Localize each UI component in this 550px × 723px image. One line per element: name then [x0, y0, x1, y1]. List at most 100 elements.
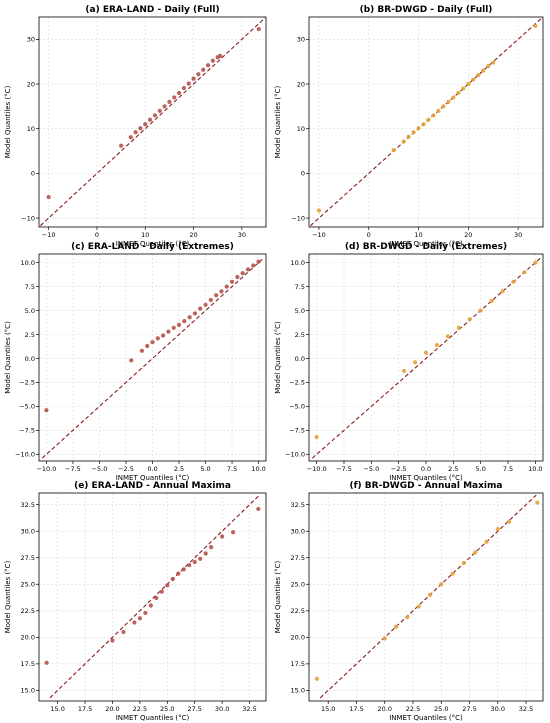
data-point — [471, 77, 476, 82]
data-point — [172, 95, 177, 100]
x-tick-label: 0 — [95, 231, 99, 239]
x-tick-label: 10.0 — [528, 465, 542, 473]
data-point — [491, 60, 496, 65]
y-tick-label: −7.5 — [19, 427, 35, 435]
data-point — [203, 302, 208, 307]
data-point — [192, 311, 198, 316]
x-tick-label: 5.0 — [200, 465, 210, 473]
data-point — [145, 343, 150, 349]
y-tick-label: 20.0 — [291, 634, 305, 642]
data-point — [201, 67, 206, 72]
x-tick-label: −2.5 — [118, 465, 134, 473]
data-point — [181, 85, 186, 91]
data-point — [466, 81, 471, 87]
data-point — [511, 279, 516, 284]
y-tick-label: −2.5 — [19, 379, 35, 387]
data-point — [208, 297, 213, 303]
data-point — [478, 308, 483, 313]
x-tick-label: 0 — [367, 231, 371, 239]
y-tick-label: 0.0 — [295, 355, 305, 363]
x-tick-label: 20.0 — [105, 705, 119, 713]
data-point — [152, 113, 158, 118]
reference-line — [49, 494, 260, 699]
data-point — [489, 298, 494, 304]
x-tick-label: 22.5 — [406, 705, 420, 713]
y-tick-label: 32.5 — [21, 501, 35, 509]
x-tick-label: 2.5 — [448, 465, 458, 473]
data-point — [182, 318, 187, 324]
data-point — [256, 259, 261, 264]
data-point — [467, 317, 472, 322]
y-tick-label: −10 — [291, 214, 305, 222]
data-point — [119, 143, 124, 148]
x-tick-label: 15.0 — [50, 705, 64, 713]
data-point — [446, 99, 451, 104]
y-tick-label: 0.0 — [25, 355, 35, 363]
chart-panel-5: 15.0 17.5 20.0 22.5 25.0 27.5 30.0 32.5 15.0 17.5… — [4, 481, 267, 722]
x-tick-label: 0.0 — [421, 465, 431, 473]
y-tick-label: 22.5 — [21, 607, 35, 615]
data-point — [473, 550, 478, 555]
x-tick-label: −5.0 — [92, 465, 108, 473]
y-tick-label: −10 — [21, 214, 35, 222]
data-point — [411, 130, 416, 135]
data-point — [476, 72, 481, 78]
data-point — [165, 583, 170, 588]
y-axis-label: Model Quantiles (°C) — [4, 321, 12, 394]
panel-title: (b) BR-DWGD - Daily (Full) — [360, 5, 493, 15]
y-tick-label: −10.0 — [285, 451, 305, 459]
data-point — [170, 576, 175, 582]
y-tick-label: 27.5 — [21, 554, 35, 562]
y-axis-label: Model Quantiles (°C) — [274, 321, 282, 394]
data-point — [456, 325, 461, 330]
data-point — [500, 289, 505, 294]
data-point — [421, 122, 426, 127]
data-point — [176, 90, 182, 96]
data-point — [391, 148, 396, 153]
y-tick-label: 10 — [297, 125, 305, 133]
y-tick-label: 30 — [27, 36, 35, 44]
data-point — [128, 135, 133, 140]
data-point — [139, 348, 144, 353]
data-point — [176, 322, 182, 328]
reference-line — [41, 257, 265, 459]
chart-panel-4: −10.0 −7.5 −5.0 −2.5 0.0 2.5 5.0 7.5 10.0 −10.0 −7… — [274, 242, 544, 482]
data-point — [133, 130, 138, 135]
y-tick-label: 2.5 — [295, 331, 305, 339]
data-point — [187, 563, 192, 568]
data-point — [401, 139, 406, 144]
data-point — [495, 526, 500, 532]
x-tick-label: 30.0 — [491, 705, 505, 713]
panel-title: (e) ERA-LAND - Annual Maxima — [74, 481, 231, 491]
data-point — [209, 545, 214, 550]
x-axis-label: INMET Quantiles (°C) — [116, 714, 190, 722]
data-point — [203, 551, 208, 556]
data-point — [157, 108, 162, 113]
data-point — [196, 72, 201, 77]
data-point — [402, 368, 407, 374]
data-point — [205, 63, 211, 68]
data-point — [441, 104, 446, 109]
data-point — [426, 117, 431, 122]
data-point — [46, 194, 51, 200]
data-point — [256, 26, 261, 32]
x-tick-label: 5.0 — [476, 465, 486, 473]
y-tick-label: 2.5 — [25, 331, 35, 339]
reference-line — [40, 17, 266, 227]
data-point — [198, 556, 203, 561]
data-point — [44, 408, 49, 413]
data-point — [187, 315, 192, 320]
data-point — [171, 325, 176, 330]
x-tick-label: 20.0 — [377, 705, 391, 713]
data-point — [210, 58, 215, 63]
data-point — [150, 340, 155, 345]
data-point — [219, 289, 224, 294]
x-tick-label: 25.0 — [434, 705, 448, 713]
reference-line — [319, 494, 537, 699]
y-tick-label: 5.0 — [295, 307, 305, 315]
data-point — [198, 306, 203, 311]
panel-title: (a) ERA-LAND - Daily (Full) — [85, 5, 219, 15]
data-point — [484, 539, 489, 544]
chart-panel-1: −10 0 10 20 30 −10 0 10 20 30 (a) ERA-LAND - Daily… — [4, 5, 267, 248]
